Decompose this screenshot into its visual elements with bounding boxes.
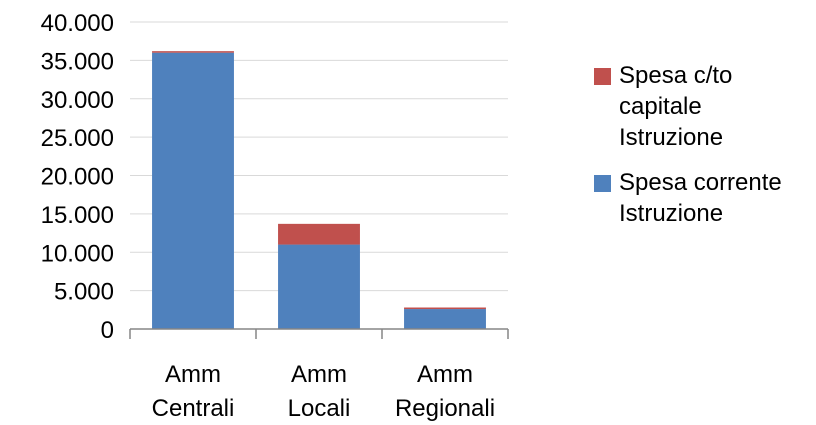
legend-swatch [594, 68, 611, 85]
y-axis-tick-labels: 0 5.000 10.000 15.000 20.000 25.000 30.000 35.0… [41, 10, 114, 344]
legend-label: Spesa corrente Istruzione [619, 169, 782, 227]
legend-label: Spesa c/to capitale Istruzione [619, 62, 733, 151]
bars [152, 51, 486, 329]
y-tick-label: 35.000 [41, 48, 114, 75]
legend-item: Spesa c/to capitale Istruzione [594, 60, 816, 153]
y-tick-label: 30.000 [41, 87, 114, 114]
y-tick-label: 10.000 [41, 240, 114, 267]
y-tick-label: 0 [101, 317, 114, 344]
y-tick-label: 20.000 [41, 164, 114, 191]
bar-segment [152, 51, 234, 53]
x-axis [129, 328, 509, 339]
legend-item: Spesa corrente Istruzione [594, 167, 816, 229]
bar-segment [404, 309, 486, 329]
x-category-label: Amm Centrali [152, 361, 235, 422]
x-category-label: Amm Locali [288, 361, 351, 422]
bar-segment [278, 223, 360, 245]
legend: Spesa c/to capitale Istruzione Spesa corr… [594, 60, 816, 243]
y-tick-label: 40.000 [41, 10, 114, 37]
y-tick-label: 15.000 [41, 202, 114, 229]
y-tick-label: 5.000 [54, 279, 114, 306]
y-tick-label: 25.000 [41, 125, 114, 152]
bar-segment [278, 244, 360, 329]
legend-swatch [594, 175, 611, 192]
x-axis-category-labels: Amm Centrali Amm Locali Amm Regionali [152, 361, 495, 422]
bar-segment [152, 52, 234, 329]
x-category-label: Amm Regionali [395, 361, 495, 422]
bar-segment [404, 307, 486, 310]
